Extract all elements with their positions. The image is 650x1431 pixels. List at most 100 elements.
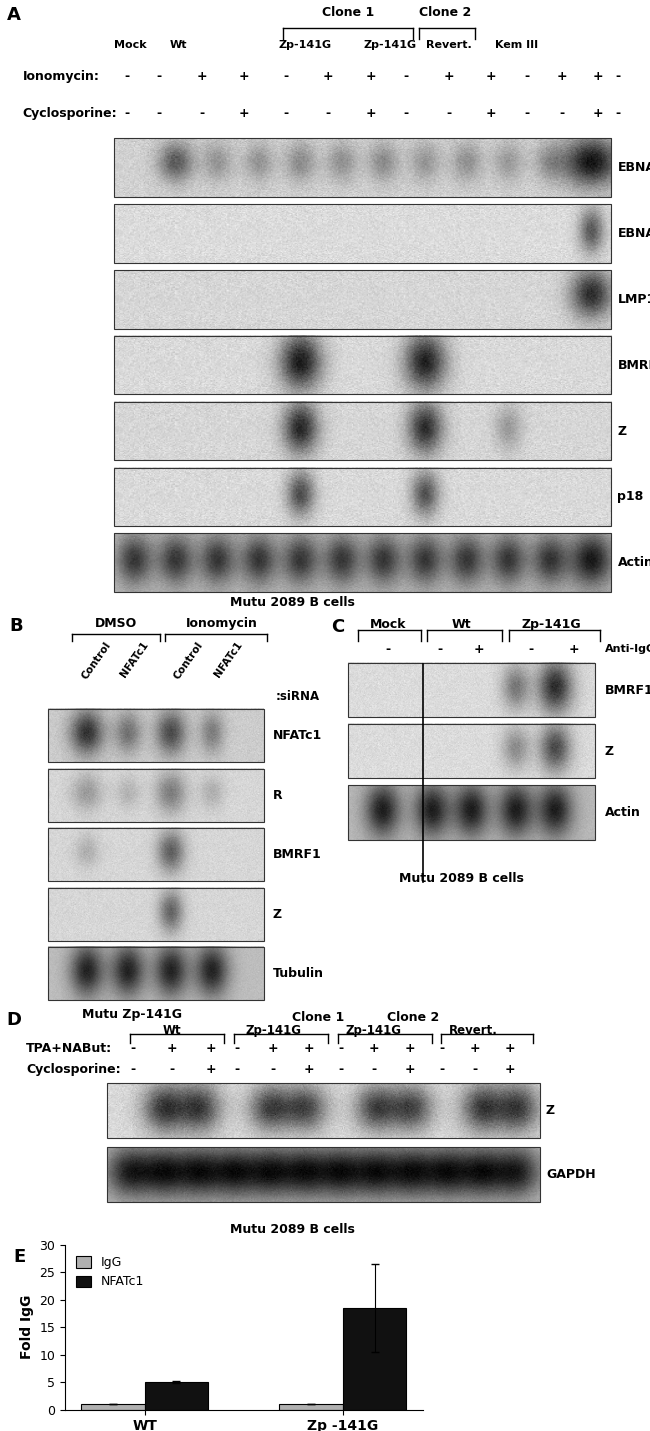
Text: Revert.: Revert. <box>448 1023 498 1036</box>
Text: +: + <box>206 1063 216 1076</box>
Text: +: + <box>365 70 376 83</box>
Text: Mutu Zp-141G: Mutu Zp-141G <box>82 1007 182 1022</box>
Text: -: - <box>339 1042 344 1056</box>
Text: BMRF1: BMRF1 <box>618 359 650 372</box>
Text: Z: Z <box>546 1105 555 1118</box>
Text: Mock: Mock <box>114 40 146 50</box>
Text: -: - <box>439 1042 445 1056</box>
Text: NFATc1: NFATc1 <box>213 640 244 680</box>
Text: C: C <box>332 618 344 635</box>
Text: -: - <box>386 643 391 655</box>
Bar <box>114 534 611 592</box>
Bar <box>48 768 264 821</box>
Bar <box>348 663 595 717</box>
Text: Mutu 2089 B cells: Mutu 2089 B cells <box>230 1222 355 1235</box>
Text: Mock: Mock <box>370 618 407 631</box>
Text: LMP1: LMP1 <box>618 293 650 306</box>
Text: :siRNA: :siRNA <box>276 690 320 704</box>
Text: Cyclosporine:: Cyclosporine: <box>23 107 118 120</box>
Text: Zp-141G: Zp-141G <box>245 1023 301 1036</box>
Text: Clone 1: Clone 1 <box>322 6 374 19</box>
Text: -: - <box>199 107 204 120</box>
Bar <box>48 829 264 881</box>
Text: Clone 1: Clone 1 <box>292 1012 344 1025</box>
Text: TPA+NABut:: TPA+NABut: <box>26 1042 112 1056</box>
Text: +: + <box>196 70 207 83</box>
Text: +: + <box>239 70 249 83</box>
Text: Mutu 2089 B cells: Mutu 2089 B cells <box>230 597 355 610</box>
Bar <box>280 1404 343 1410</box>
Y-axis label: Fold IgG: Fold IgG <box>20 1295 34 1359</box>
Text: -: - <box>131 1063 136 1076</box>
Text: Ionomycin:: Ionomycin: <box>23 70 99 83</box>
Bar <box>48 710 264 763</box>
Text: p18: p18 <box>618 491 644 504</box>
Text: Clone 2: Clone 2 <box>419 6 471 19</box>
Bar <box>145 1382 208 1410</box>
Text: Anti-IgG: Anti-IgG <box>604 644 650 654</box>
Text: Revert.: Revert. <box>426 40 471 50</box>
Text: Tubulin: Tubulin <box>272 967 324 980</box>
Bar <box>114 402 611 461</box>
Text: Mutu 2089 B cells: Mutu 2089 B cells <box>399 871 524 884</box>
Text: NFATc1: NFATc1 <box>118 640 151 680</box>
Text: -: - <box>472 1063 477 1076</box>
Text: R: R <box>272 788 282 801</box>
Text: -: - <box>235 1042 240 1056</box>
Text: -: - <box>270 1063 276 1076</box>
Text: Actin: Actin <box>618 557 650 570</box>
Text: -: - <box>404 107 409 120</box>
Bar <box>343 1308 406 1410</box>
Text: EBNA1: EBNA1 <box>618 162 650 175</box>
Text: -: - <box>124 70 129 83</box>
Text: EBNA2: EBNA2 <box>618 228 650 240</box>
Bar <box>48 947 264 1000</box>
Text: Zp-141G: Zp-141G <box>363 40 417 50</box>
Text: -: - <box>326 107 331 120</box>
Text: -: - <box>615 70 620 83</box>
Text: -: - <box>371 1063 376 1076</box>
Text: +: + <box>404 1042 415 1056</box>
Text: -: - <box>560 107 565 120</box>
Text: +: + <box>206 1042 216 1056</box>
Text: Cyclosporine:: Cyclosporine: <box>26 1063 121 1076</box>
Text: Actin: Actin <box>604 806 640 819</box>
Bar <box>114 270 611 329</box>
Text: B: B <box>10 617 23 635</box>
Text: D: D <box>6 1012 21 1029</box>
Text: Control: Control <box>80 640 112 681</box>
Text: +: + <box>268 1042 278 1056</box>
Text: -: - <box>615 107 620 120</box>
Text: Z: Z <box>604 744 614 758</box>
Text: Zp-141G: Zp-141G <box>521 618 580 631</box>
Text: Z: Z <box>272 907 281 920</box>
Text: BMRF1: BMRF1 <box>604 684 650 697</box>
Bar <box>81 1404 145 1410</box>
Text: -: - <box>524 70 529 83</box>
Text: -: - <box>339 1063 344 1076</box>
Text: +: + <box>557 70 567 83</box>
Bar <box>348 786 595 840</box>
Text: Zp-141G: Zp-141G <box>346 1023 402 1036</box>
Text: Wt: Wt <box>170 40 187 50</box>
Legend: IgG, NFATc1: IgG, NFATc1 <box>72 1251 150 1294</box>
Text: +: + <box>404 1063 415 1076</box>
Text: +: + <box>304 1063 314 1076</box>
Text: -: - <box>157 70 162 83</box>
Text: GAPDH: GAPDH <box>546 1168 595 1182</box>
Text: -: - <box>235 1063 240 1076</box>
Bar <box>107 1148 540 1202</box>
Text: +: + <box>593 70 603 83</box>
Text: -: - <box>529 643 534 655</box>
Text: -: - <box>157 107 162 120</box>
Text: +: + <box>469 1042 480 1056</box>
Bar <box>114 139 611 197</box>
Text: Zp-141G: Zp-141G <box>279 40 332 50</box>
Text: Clone 2: Clone 2 <box>387 1012 439 1025</box>
Bar <box>348 724 595 778</box>
Text: Ionomycin: Ionomycin <box>186 617 257 631</box>
Text: +: + <box>505 1042 515 1056</box>
Text: Z: Z <box>618 425 627 438</box>
Text: -: - <box>439 1063 445 1076</box>
Text: Wt: Wt <box>452 618 471 631</box>
